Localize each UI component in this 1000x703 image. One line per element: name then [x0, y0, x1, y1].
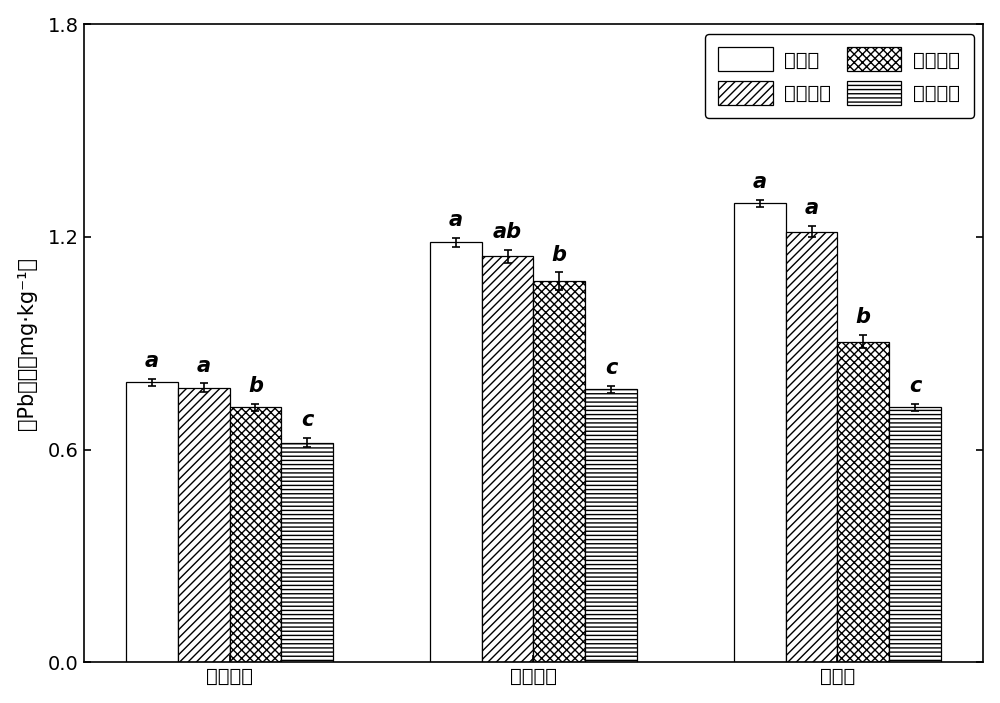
- Text: c: c: [301, 410, 313, 430]
- Legend: 无处理, 喷施一次, 喷施两次, 喷施三次: 无处理, 喷施一次, 喷施两次, 喷施三次: [705, 34, 974, 118]
- Bar: [786, 231, 837, 662]
- Bar: [585, 389, 637, 662]
- Bar: [734, 203, 786, 662]
- Bar: [178, 387, 230, 662]
- Bar: [281, 443, 333, 662]
- Text: a: a: [145, 351, 159, 371]
- Bar: [430, 243, 482, 662]
- Text: a: a: [449, 210, 463, 230]
- Bar: [230, 407, 281, 662]
- Text: a: a: [753, 172, 767, 192]
- Bar: [889, 407, 941, 662]
- Bar: [533, 281, 585, 662]
- Text: a: a: [197, 356, 211, 375]
- Text: b: b: [856, 307, 871, 328]
- Bar: [837, 342, 889, 662]
- Text: c: c: [605, 358, 617, 378]
- Y-axis label: 叶Pb含量（mg·kg⁻¹）: 叶Pb含量（mg·kg⁻¹）: [17, 257, 37, 430]
- Bar: [482, 257, 533, 662]
- Text: b: b: [248, 376, 263, 396]
- Text: c: c: [909, 376, 921, 396]
- Text: b: b: [552, 245, 567, 264]
- Text: a: a: [805, 198, 819, 219]
- Text: ab: ab: [493, 222, 522, 243]
- Bar: [126, 382, 178, 662]
